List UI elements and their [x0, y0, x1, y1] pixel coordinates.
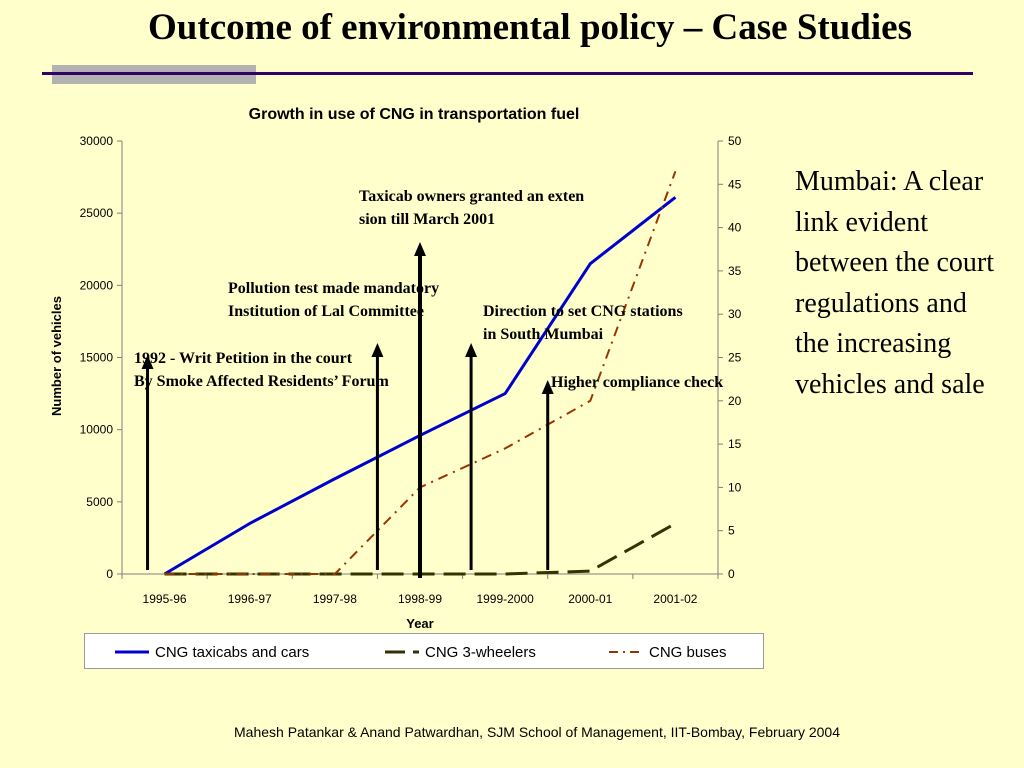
annotation-line: Taxicab owners granted an exten — [359, 188, 585, 205]
annotation-text-4: Higher compliance check — [551, 371, 723, 394]
annotation-line: 1992 - Writ Petition in the court — [134, 350, 353, 367]
y2-tick-label: 5 — [728, 524, 735, 538]
y-tick-label: 20000 — [80, 278, 114, 292]
x-tick-label: 1995-96 — [143, 592, 187, 606]
x-tick-label: 1998-99 — [398, 592, 442, 606]
x-tick-label: 1997-98 — [313, 592, 357, 606]
annotation-line: Direction to set CNG stations — [483, 303, 683, 320]
y-tick-label: 0 — [106, 567, 113, 581]
annotation-line: Pollution test made mandatory — [228, 280, 440, 297]
annotation-line: Institution of Lal Committee — [228, 303, 424, 320]
legend-swatch-3-wheelers — [385, 650, 419, 654]
footer-credit: Mahesh Patankar & Anand Patwardhan, SJM … — [234, 724, 840, 740]
x-tick-label: 2000-01 — [568, 592, 612, 606]
annotation-arrow-head — [141, 355, 154, 369]
annotation-line: Higher compliance check — [551, 374, 724, 391]
side-commentary: Mumbai: A clear link evident between the… — [795, 166, 995, 400]
y2-tick-label: 35 — [728, 264, 742, 278]
y-tick-label: 10000 — [80, 423, 114, 437]
legend-item-buses: CNG buses — [609, 634, 727, 670]
annotation-text-2: Taxicab owners granted an exten sion till… — [359, 185, 584, 231]
annotation-line: By Smoke Affected Residents’ Forum — [134, 373, 389, 390]
y2-tick-label: 25 — [728, 351, 742, 365]
legend-swatch-buses — [609, 651, 643, 653]
y-axis-label: Number of vehicles — [49, 296, 64, 416]
title-rule-line — [42, 72, 973, 75]
annotation-line: sion till March 2001 — [359, 211, 496, 228]
legend-item-taxicabs: CNG taxicabs and cars — [115, 634, 309, 670]
y2-tick-label: 20 — [728, 394, 742, 408]
annotation-arrows — [141, 242, 554, 578]
slide-title: Outcome of environmental policy – Case S… — [148, 7, 912, 48]
legend-label-taxicabs: CNG taxicabs and cars — [155, 643, 310, 661]
annotation-arrow-head — [414, 242, 426, 256]
annotation-line: in South Mumbai — [483, 326, 604, 343]
chart-title: Growth in use of CNG in transportation f… — [249, 106, 580, 123]
annotation-arrow-head — [371, 343, 384, 357]
legend-label-buses: CNG buses — [649, 643, 727, 661]
legend-swatch-taxicabs — [115, 650, 149, 654]
y2-tick-label: 0 — [728, 567, 735, 581]
y2-tick-label: 40 — [728, 221, 742, 235]
annotation-text-3: Direction to set CNG stations in South Mu… — [483, 300, 683, 346]
y2-tick-label: 50 — [728, 134, 742, 148]
y2-tick-label: 30 — [728, 307, 742, 321]
x-tick-label: 1996-97 — [228, 592, 272, 606]
annotation-text-0: 1992 - Writ Petition in the court By Smok… — [134, 347, 389, 393]
annotation-text-1: Pollution test made mandatory Institution… — [228, 277, 439, 323]
y2-tick-label: 45 — [728, 177, 742, 191]
y-tick-label: 5000 — [86, 495, 113, 509]
y-tick-label: 25000 — [80, 206, 114, 220]
y-tick-label: 30000 — [80, 134, 114, 148]
chart-legend: CNG taxicabs and cars CNG 3-wheelers CNG… — [84, 633, 764, 669]
legend-item-3-wheelers: CNG 3-wheelers — [385, 634, 536, 670]
x-tick-label: 1999-2000 — [476, 592, 534, 606]
y-tick-label: 15000 — [80, 351, 114, 365]
annotation-arrow-head — [465, 343, 478, 357]
x-axis-label: Year — [406, 616, 433, 631]
annotation-arrow-head — [541, 380, 554, 394]
y2-tick-label: 10 — [728, 480, 742, 494]
legend-label-3-wheelers: CNG 3-wheelers — [425, 643, 536, 661]
y2-tick-label: 15 — [728, 437, 742, 451]
x-tick-label: 2001-02 — [653, 592, 697, 606]
